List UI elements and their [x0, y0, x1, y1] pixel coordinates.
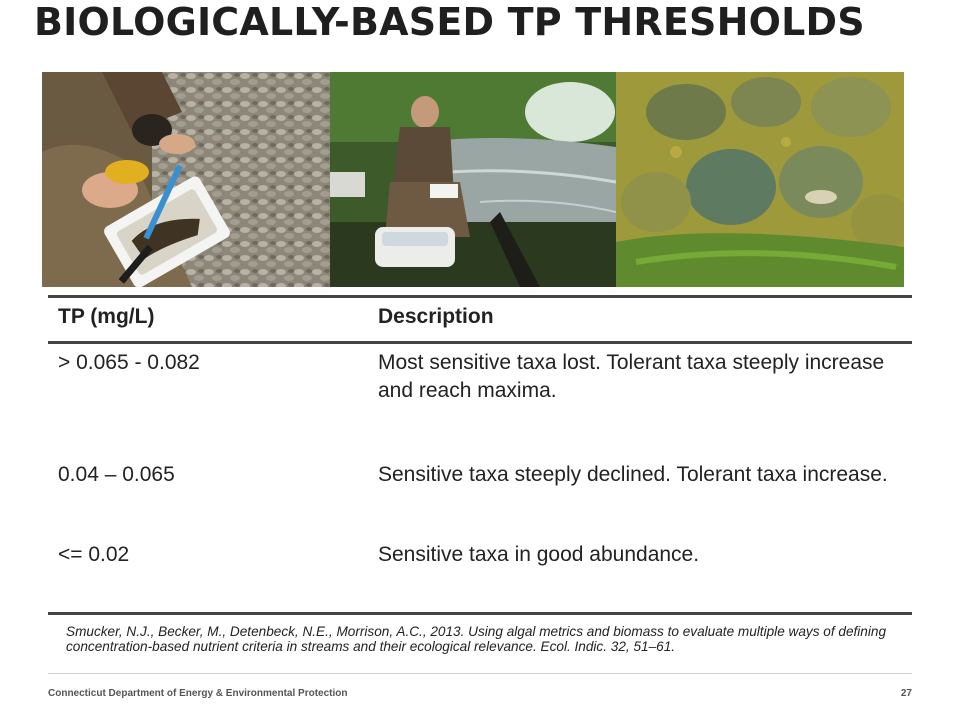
footer-organization: Connecticut Department of Energy & Envir… — [48, 688, 348, 699]
row-2-description: Sensitive taxa steeply declined. Toleran… — [378, 463, 888, 486]
photo-strip — [42, 72, 904, 287]
slide-title: BIOLOGICALLY-BASED TP THRESHOLDS — [34, 0, 865, 44]
citation: Smucker, N.J., Becker, M., Detenbeck, N.… — [66, 624, 887, 654]
table-top-rule — [48, 295, 912, 298]
row-1-tp: > 0.065 - 0.082 — [58, 351, 200, 374]
header-tp: TP (mg/L) — [58, 305, 155, 328]
row-3-description: Sensitive taxa in good abundance. — [378, 543, 700, 566]
row-3-tp: <= 0.02 — [58, 543, 130, 566]
row-1-description: Most sensitive taxa lost. Tolerant taxa … — [378, 351, 885, 402]
row-2-tp: 0.04 – 0.065 — [58, 463, 175, 486]
table-header-rule — [48, 341, 912, 344]
photo-algae-rocks — [616, 72, 904, 287]
header-description: Description — [378, 305, 494, 328]
page-number: 27 — [900, 688, 912, 699]
footer-divider — [48, 673, 912, 674]
photo-sampling-tray — [42, 72, 330, 287]
table-bottom-rule — [48, 612, 912, 615]
photo-river-fieldwork — [330, 72, 616, 287]
